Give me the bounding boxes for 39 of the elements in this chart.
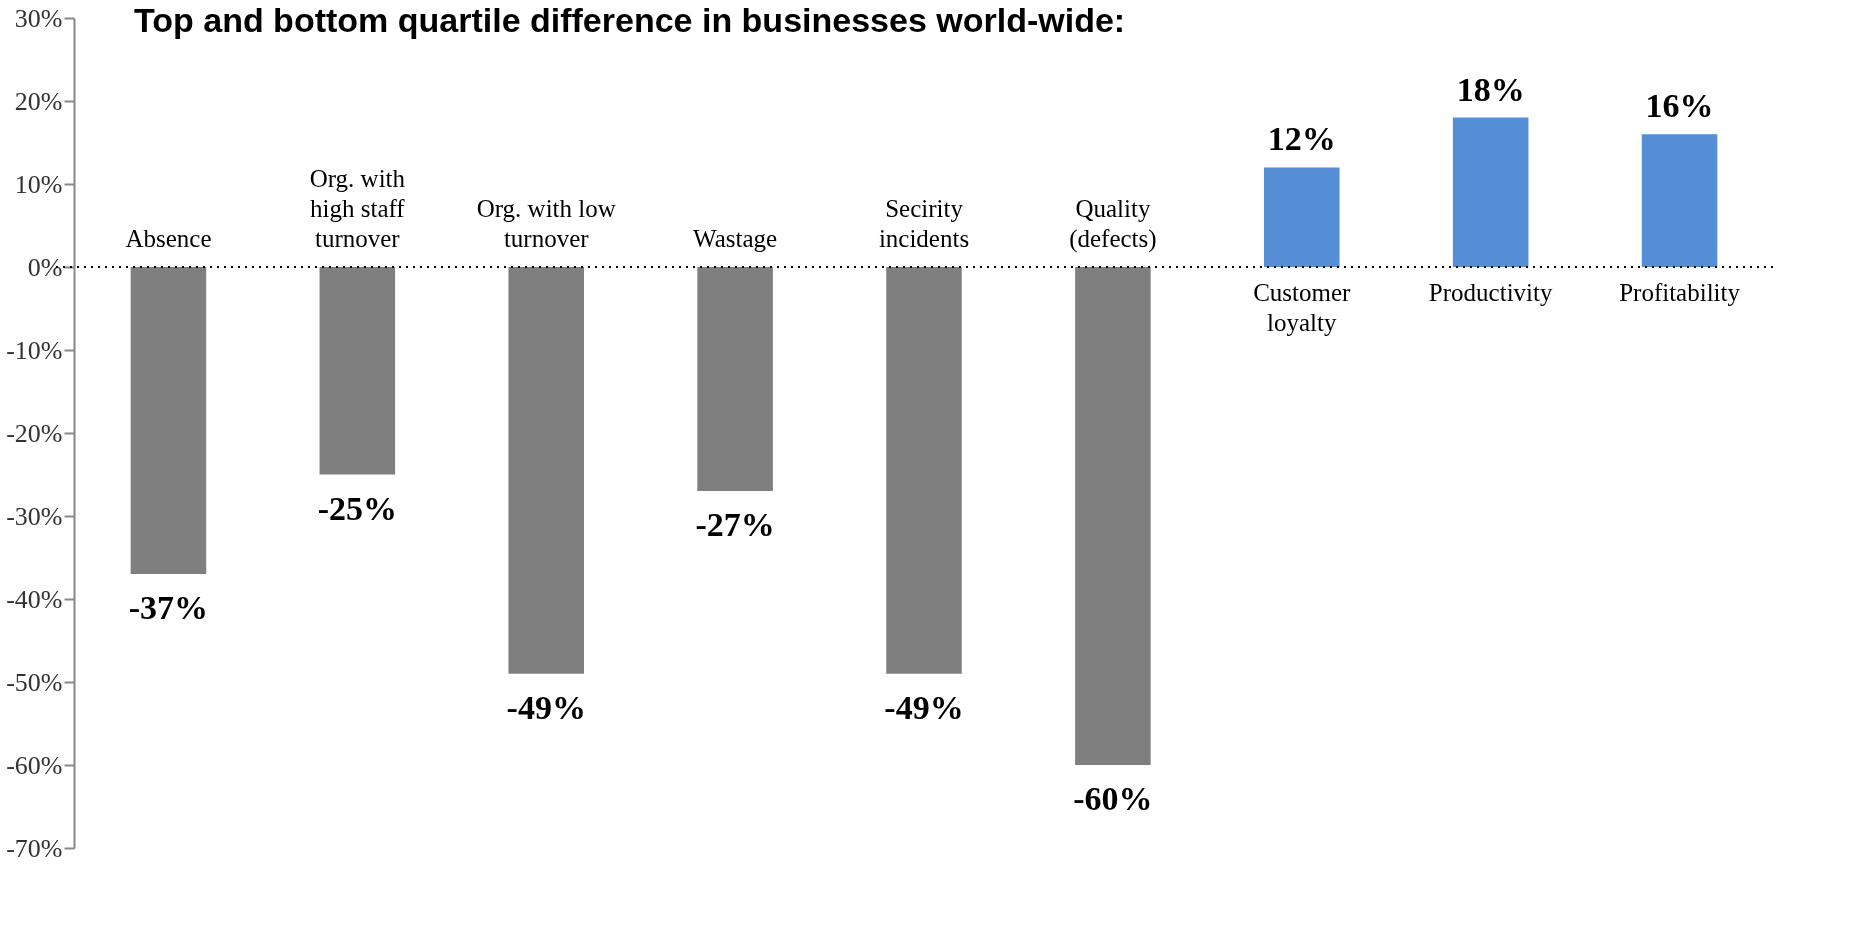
bar: [886, 267, 962, 674]
data-label: -27%: [695, 506, 775, 544]
data-label: -37%: [128, 589, 209, 627]
x-tick-label: Customer loyalty: [1253, 279, 1352, 336]
y-tick-label: 20%: [14, 86, 63, 116]
bar: [508, 267, 584, 674]
data-label: -49%: [884, 688, 964, 726]
y-tick-label: -30%: [6, 501, 63, 531]
bar: [1264, 167, 1340, 267]
y-tick-label: -70%: [6, 833, 63, 863]
x-tick-label: Productivity: [1428, 279, 1553, 306]
x-tick-label: Org. with high staff turnover: [309, 165, 406, 252]
x-tick-label: Quality (defects): [1069, 195, 1157, 253]
data-label: 12%: [1267, 120, 1336, 158]
bar: [319, 267, 396, 475]
y-tick-label: 0%: [27, 252, 63, 282]
y-tick-label: -10%: [6, 335, 63, 365]
x-tick-label: Wastage: [693, 225, 778, 252]
bar: [1641, 134, 1718, 267]
data-label: -25%: [317, 489, 397, 527]
x-tick-label: Profitability: [1619, 279, 1741, 306]
x-tick-label: Org. with low turnover: [476, 195, 616, 252]
y-tick-label: -60%: [6, 750, 63, 780]
bar: [1452, 117, 1529, 267]
y-tick-label: -20%: [6, 418, 63, 448]
bar: [697, 267, 773, 492]
y-tick-label: 10%: [14, 169, 63, 199]
bar: [130, 267, 207, 575]
data-label: -49%: [506, 688, 586, 726]
y-tick-label: -50%: [6, 667, 63, 697]
y-tick-label: 30%: [14, 3, 63, 33]
data-label: -60%: [1073, 780, 1153, 817]
chart-title: Top and bottom quartile difference in businesses world-wide:: [134, 1, 1126, 39]
x-tick-label: Absence: [125, 225, 212, 252]
bar: [1075, 267, 1151, 765]
data-label: 16%: [1645, 87, 1714, 125]
data-label: 18%: [1456, 70, 1525, 108]
y-tick-label: -40%: [6, 584, 63, 614]
x-tick-label: Secirity incidents: [878, 195, 970, 252]
